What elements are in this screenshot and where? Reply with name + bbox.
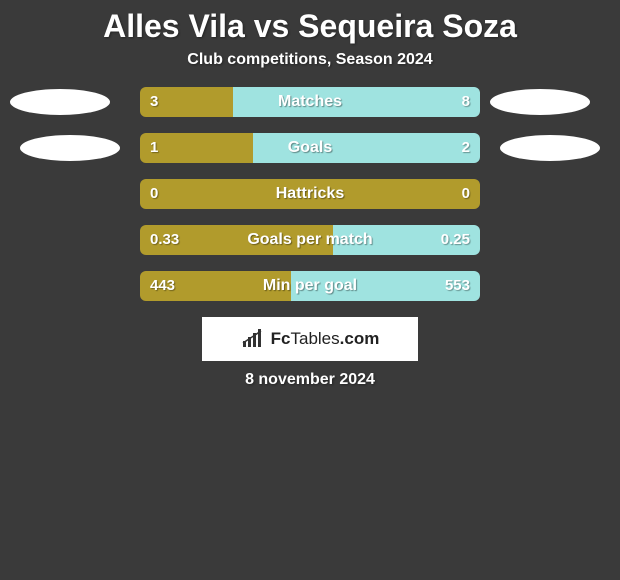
stat-label: Hattricks [140,179,480,209]
stat-row: 0.330.25Goals per match [0,225,620,255]
player-placeholder [490,89,590,115]
date-text: 8 november 2024 [0,371,620,389]
player-placeholder [10,89,110,115]
stat-label: Min per goal [140,271,480,301]
bar-chart-icon [241,329,265,349]
player-placeholder [20,135,120,161]
logo-box: FcTables.com [202,317,418,361]
logo-main: Tables [291,329,340,348]
stat-label: Matches [140,87,480,117]
stat-row: 00Hattricks [0,179,620,209]
stat-label: Goals per match [140,225,480,255]
logo-suffix: .com [340,329,380,348]
logo-text: FcTables.com [271,329,380,349]
stat-row: 443553Min per goal [0,271,620,301]
page-subtitle: Club competitions, Season 2024 [0,51,620,87]
player-placeholder [500,135,600,161]
logo-prefix: Fc [271,329,291,348]
stats-rows: 38Matches12Goals00Hattricks0.330.25Goals… [0,87,620,301]
stat-label: Goals [140,133,480,163]
page-title: Alles Vila vs Sequeira Soza [0,0,620,51]
